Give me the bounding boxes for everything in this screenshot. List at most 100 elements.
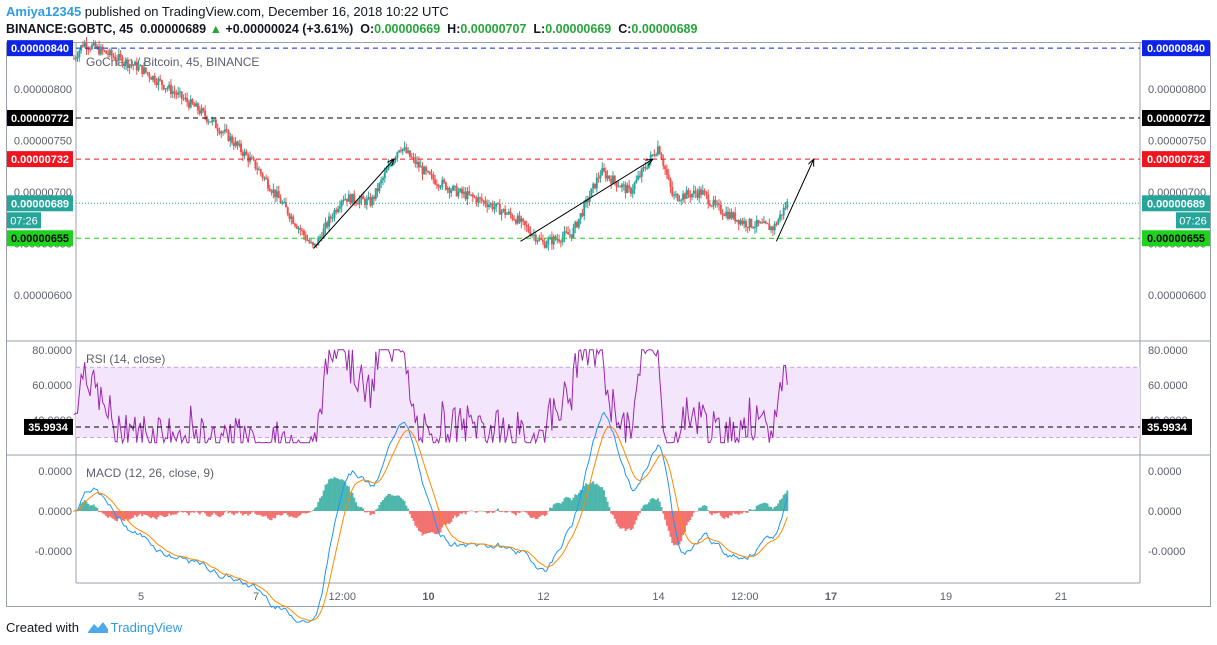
macd-histogram-bar [752,510,755,511]
macd-histogram-bar [128,511,131,520]
macd-axis-tick-left: -0.0000 [35,546,72,558]
macd-histogram-bar [516,511,519,513]
macd-histogram-bar [270,511,273,521]
macd-histogram-bar [773,506,776,511]
candle [446,187,449,190]
macd-histogram-bar [369,511,372,516]
candle [486,204,489,208]
macd-histogram-bar [725,511,728,518]
candle [709,204,712,206]
macd-histogram-bar [470,510,473,512]
macd-histogram-bar [452,511,455,519]
macd-histogram-bar [459,511,462,514]
candle [635,179,638,183]
candle [347,194,350,202]
macd-histogram-bar [780,498,783,511]
macd-histogram-bar [430,511,433,533]
macd-histogram-bar [365,511,368,513]
candle [439,186,442,188]
candle [444,182,447,190]
candle [256,168,259,170]
macd-histogram-bar [274,511,277,519]
macd-histogram-bar [169,511,172,516]
macd-histogram-bar [390,495,393,511]
macd-histogram-bar [279,511,282,516]
macd-histogram-bar [477,511,480,512]
candle [266,179,269,189]
candle [761,222,764,224]
candle [142,67,145,74]
macd-histogram-bar [358,507,361,511]
candle [168,84,171,89]
candle [525,225,528,227]
candle [401,148,404,152]
candle [308,240,311,243]
candle [261,173,264,178]
macd-histogram-bar [726,511,729,519]
macd-histogram-bar [295,511,298,518]
rsi-tag-left [24,418,73,435]
macd-histogram-bar [222,511,225,516]
rsi-band [76,367,1140,438]
price-tag-right-label: 0.00000840 [1147,43,1205,55]
candle [187,102,190,108]
macd-histogram-bar [558,503,561,511]
candle [719,204,722,214]
macd-histogram-bar [110,511,113,518]
macd-histogram-bar [137,511,140,516]
price-tag-left-label: 0.00000689 [11,198,69,210]
candle [204,110,207,117]
rsi-title: RSI (14, close) [86,352,165,366]
time-axis-tick: 17 [825,591,837,603]
candle [295,225,298,229]
macd-line [73,411,788,623]
macd-histogram-bar [782,494,785,511]
macd-histogram-bar [223,511,226,513]
candle [466,191,469,200]
candle [162,85,165,90]
macd-histogram-bar [674,511,677,545]
macd-histogram-bar [403,501,406,511]
candle [125,59,128,65]
macd-histogram-bar [513,511,516,514]
candle [218,130,221,134]
candle [716,203,719,205]
macd-histogram-bar [730,511,733,516]
macd-histogram-bar [195,511,198,512]
macd-histogram-bar [529,511,532,518]
candle [263,177,266,179]
candle [135,61,138,71]
candle [685,190,688,199]
macd-histogram-bar [381,500,384,511]
close-label: C: [618,22,632,36]
candle [576,221,579,228]
macd-histogram-bar [99,511,102,512]
macd-histogram-bar [487,511,490,513]
candle [674,193,677,195]
time-axis-tick: 12 [537,591,549,603]
macd-histogram-bar [148,511,151,517]
candle [744,221,747,228]
tradingview-link[interactable]: TradingView [110,620,183,635]
candle [92,42,95,45]
macd-histogram-bar [739,511,742,514]
macd-histogram-bar [351,492,354,511]
macd-histogram-bar [94,506,97,511]
candle [148,73,151,78]
macd-histogram-bar [293,511,296,518]
macd-histogram-bar [164,511,167,517]
candle [779,214,782,220]
candle [365,198,368,206]
candle [211,119,214,123]
author-link[interactable]: Amiya12345 [6,4,82,19]
macd-histogram-bar [606,501,609,511]
macd-histogram-bar [682,511,685,536]
candle [274,189,277,198]
macd-histogram-bar [522,510,525,512]
macd-histogram-bar [234,511,237,514]
candle [536,240,539,242]
macd-histogram-bar [252,511,255,512]
candle [157,78,160,85]
macd-histogram-bar [89,505,92,511]
